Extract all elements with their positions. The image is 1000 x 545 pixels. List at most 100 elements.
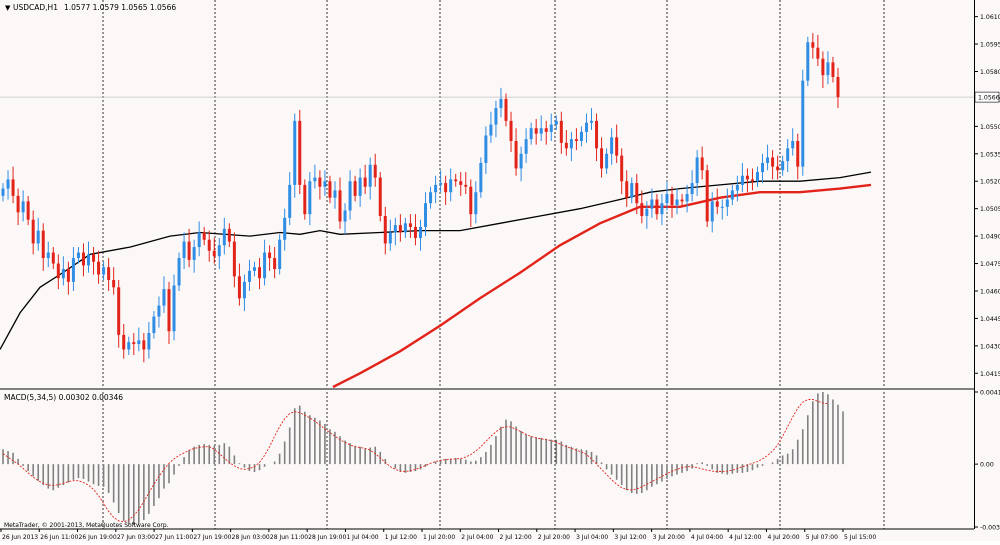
bear-candle — [635, 183, 639, 204]
bull-candle — [71, 258, 75, 282]
chart-header: ▼ USDCAD,H1 1.0577 1.0579 1.0565 1.0566 — [5, 3, 176, 12]
bull-candle — [283, 217, 287, 240]
bear-candle — [66, 269, 70, 282]
bear-candle — [207, 239, 211, 251]
copyright-label: MetaTrader, © 2001-2013, MetaQuotes Soft… — [4, 522, 169, 529]
bear-candle — [318, 177, 322, 187]
time-tick-label: 26 Jun 2013 — [2, 534, 38, 541]
axis-labels: 1.06101.05951.05801.05651.05501.05351.05… — [0, 14, 1000, 541]
bull-candle — [253, 267, 256, 271]
bull-candle — [499, 98, 503, 109]
bull-candle — [529, 128, 533, 140]
bear-candle — [122, 334, 126, 350]
price-tick-label: 1.0535 — [980, 151, 1000, 158]
bear-candle — [142, 340, 146, 350]
bull-candle — [157, 305, 161, 317]
bear-candle — [595, 120, 599, 149]
bull-candle — [494, 108, 498, 125]
current-price-label: 1.0566 — [978, 95, 1000, 102]
bear-candle — [750, 179, 754, 182]
price-tick-label: 1.0445 — [980, 316, 1000, 323]
bear-candle — [811, 42, 815, 48]
time-tick-label: 4 Jul 12:00 — [729, 534, 761, 541]
bear-candle — [625, 181, 629, 198]
bear-candle — [534, 128, 538, 134]
bear-candle — [444, 183, 448, 193]
bull-candle — [439, 183, 443, 185]
bear-candle — [831, 62, 835, 77]
bear-candle — [670, 194, 674, 206]
bear-candle — [413, 226, 417, 238]
bear-candle — [574, 139, 578, 142]
bull-candle — [46, 252, 50, 259]
time-tick-label: 4 Jul 04:00 — [691, 534, 723, 541]
bull-candle — [660, 203, 664, 215]
bull-candle — [403, 223, 407, 233]
bear-candle — [11, 179, 15, 196]
bull-candle — [554, 120, 558, 125]
bull-candle — [87, 254, 91, 266]
bear-candle — [514, 141, 518, 169]
bull-candle — [590, 120, 594, 123]
bull-candle — [720, 206, 724, 208]
bear-candle — [821, 58, 825, 76]
bull-candle — [278, 239, 282, 270]
macd-signal-line — [2, 399, 828, 523]
bull-candle — [605, 153, 609, 169]
bull-candle — [242, 281, 246, 299]
price-tick-label: 1.0610 — [980, 14, 1000, 21]
bull-candle — [6, 179, 10, 189]
bull-candle — [172, 285, 176, 332]
bear-candle — [373, 164, 377, 178]
bull-candle — [786, 148, 790, 162]
time-tick-label: 28 Jun 03:00 — [232, 534, 270, 541]
bear-candle — [836, 76, 840, 98]
bear-candle — [544, 128, 548, 132]
bear-candle — [564, 142, 568, 149]
bull-candle — [388, 232, 392, 244]
bear-candle — [459, 181, 463, 185]
bull-candle — [429, 192, 433, 204]
price-tick-label: 1.0595 — [980, 42, 1000, 49]
bull-candle — [343, 210, 347, 222]
bear-candle — [273, 258, 277, 270]
bull-candle — [162, 289, 166, 306]
bear-candle — [655, 199, 659, 215]
time-tick-label: 2 Jul 12:00 — [500, 534, 532, 541]
bear-candle — [303, 184, 307, 215]
bull-candle — [725, 199, 729, 207]
bear-candle — [97, 261, 101, 275]
ohlc-label: 1.0577 1.0579 1.0565 1.0566 — [64, 3, 176, 12]
bear-candle — [56, 263, 60, 279]
bull-candle — [665, 194, 669, 204]
time-tick-label: 4 Jul 20:00 — [767, 534, 799, 541]
bear-candle — [771, 157, 775, 167]
bear-candle — [745, 175, 749, 180]
bull-candle — [192, 247, 196, 260]
bull-candle — [584, 122, 588, 132]
bear-candle — [504, 98, 508, 121]
price-tick-label: 1.0550 — [980, 124, 1000, 131]
bull-candle — [368, 164, 372, 187]
macd-tick-label: -0.0036 — [980, 525, 1000, 532]
bull-candle — [333, 190, 337, 198]
bear-candle — [398, 225, 402, 233]
bull-candle — [479, 162, 483, 193]
bull-candle — [735, 184, 739, 191]
dropdown-arrow-icon[interactable]: ▼ — [5, 4, 11, 12]
bull-candle — [650, 199, 654, 209]
time-tick-label: 27 Jun 19:00 — [193, 534, 231, 541]
time-tick-label: 5 Jul 15:00 — [844, 534, 876, 541]
price-tick-label: 1.0520 — [980, 179, 1000, 186]
time-tick-label: 1 Jul 12:00 — [385, 534, 417, 541]
bear-candle — [187, 241, 191, 260]
bull-candle — [76, 252, 80, 259]
time-tick-label: 27 Jun 11:00 — [155, 534, 193, 541]
time-tick-label: 26 Jun 11:00 — [40, 534, 78, 541]
bull-candle — [489, 124, 493, 136]
time-tick-label: 1 Jul 04:00 — [346, 534, 378, 541]
bull-candle — [630, 183, 634, 198]
time-tick-label: 26 Jun 19:00 — [79, 534, 117, 541]
